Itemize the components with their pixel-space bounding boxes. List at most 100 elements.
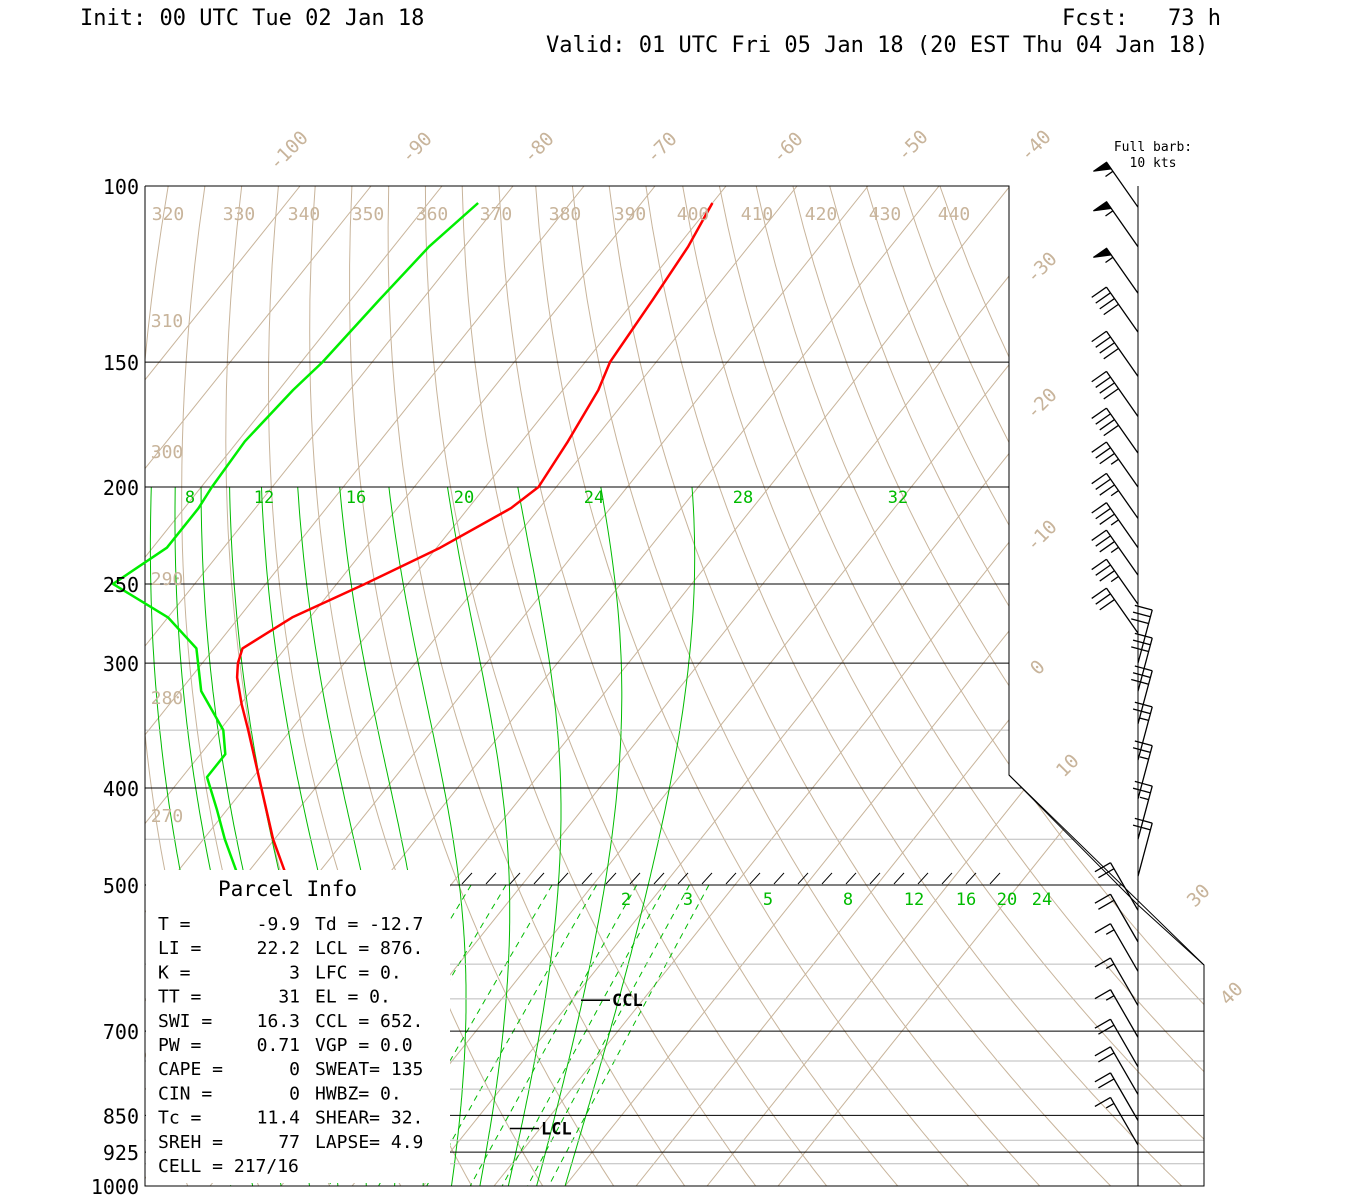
- parcel-info-value: 22.2: [257, 938, 300, 959]
- lcl-label: LCL: [541, 1120, 572, 1140]
- mixing-ratio-label: 5: [763, 890, 773, 910]
- wind-barb: [1091, 472, 1139, 519]
- isotherm-label: 0: [1026, 656, 1050, 680]
- wind-barb: [1094, 989, 1139, 1038]
- wind-barb: [1132, 701, 1153, 761]
- theta-label: 280: [151, 688, 184, 709]
- wind-barb: [1094, 893, 1139, 943]
- theta-label: 360: [416, 204, 449, 225]
- mixing-ratio-line: [328, 884, 507, 1186]
- theta-label: 300: [151, 442, 184, 463]
- pressure-tick-label: 925: [103, 1141, 139, 1165]
- parcel-info-right: LAPSE= 4.9: [315, 1132, 423, 1153]
- parcel-info-value: -9.9: [257, 914, 300, 935]
- isotherm-line: [422, 186, 1204, 1186]
- valid-text: Valid: 01 UTC Fri 05 Jan 18 (20 EST Thu …: [546, 33, 1208, 58]
- level-hatch: [677, 872, 689, 885]
- isotherm-label: 10: [1052, 750, 1084, 782]
- parcel-info-key: PW =: [158, 1035, 202, 1056]
- wind-barb: [1094, 923, 1139, 972]
- parcel-info-key: Tc =: [158, 1108, 202, 1129]
- mixing-ratio-label: 12: [904, 890, 924, 910]
- isotherm-label: -10: [1022, 516, 1062, 556]
- parcel-info-value: 0: [289, 1059, 300, 1080]
- level-hatch: [725, 872, 737, 885]
- pressure-tick-label: 700: [103, 1020, 139, 1044]
- wind-barb: [1094, 1096, 1139, 1146]
- isotherm-label: -60: [768, 128, 808, 168]
- mixing-ratio-label: 8: [843, 890, 853, 910]
- mixing-ratio-label: 2: [621, 890, 631, 910]
- parcel-info-right: LCL = 876.: [315, 938, 423, 959]
- dry-adiabat: [902, 186, 1204, 1186]
- pressure-tick-label: 150: [103, 351, 139, 375]
- theta-label: 430: [869, 204, 902, 225]
- barb-legend-line1: Full barb:: [1114, 140, 1192, 155]
- level-hatch: [869, 872, 881, 885]
- theta-label: 310: [151, 311, 184, 332]
- parcel-info-key: SREH =: [158, 1132, 223, 1153]
- theta-label: 350: [352, 204, 385, 225]
- dry-adiabat: [792, 186, 1204, 1186]
- dry-adiabat: [461, 186, 828, 1186]
- level-hatch: [509, 872, 521, 885]
- isotherm-line: [145, 186, 514, 1186]
- wind-barb: [1091, 587, 1139, 634]
- wind-barb: [1131, 604, 1153, 664]
- pressure-tick-label: 400: [103, 777, 139, 801]
- theta-label: 440: [938, 204, 971, 225]
- wind-barb: [1091, 558, 1139, 605]
- pressure-tick-label: 500: [103, 874, 139, 898]
- level-hatch: [941, 872, 953, 885]
- dry-adiabat: [682, 186, 1204, 1186]
- init-text: Init: 00 UTC Tue 02 Jan 18: [80, 6, 424, 31]
- barb-legend-line2: 10 kts: [1130, 156, 1177, 171]
- parcel-info-right: HWBZ= 0.: [315, 1083, 402, 1104]
- level-hatch: [749, 872, 761, 885]
- isotherm-line: [145, 186, 301, 1186]
- isotherm-line: [493, 186, 1204, 1186]
- parcel-info-right: VGP = 0.0: [315, 1035, 413, 1056]
- mixing-ratio-label: 16: [346, 488, 366, 508]
- parcel-info-key: TT =: [158, 987, 202, 1008]
- level-hatch: [557, 872, 569, 885]
- level-hatch: [533, 872, 545, 885]
- dry-adiabat: [829, 186, 1204, 1186]
- parcel-info-right: LFC = 0.: [315, 962, 402, 983]
- level-hatch: [461, 872, 473, 885]
- dry-adiabat: [645, 186, 1183, 1186]
- parcel-info-key: LI =: [158, 938, 202, 959]
- level-hatch: [845, 872, 857, 885]
- parcel-info-key: SWI =: [158, 1011, 212, 1032]
- level-hatch: [653, 872, 665, 885]
- mixing-ratio-label: 8: [185, 488, 195, 508]
- moist-adiabat: [536, 486, 623, 1186]
- wind-barb: [1094, 957, 1139, 1006]
- fcst-text: Fcst: 73 h: [1062, 6, 1221, 31]
- wind-barb: [1091, 330, 1139, 377]
- isotherm-line: [145, 186, 372, 1186]
- wind-barbs: [1091, 161, 1153, 1186]
- level-hatch: [485, 872, 497, 885]
- parcel-info-value: 31: [278, 987, 300, 1008]
- parcel-info-box: Parcel Info T = -9.9 Td = -12.7 LI = 22.2 LCL…: [146, 870, 450, 1183]
- wind-barb: [1093, 247, 1139, 294]
- dry-adiabat: [718, 186, 1204, 1186]
- isotherm-label: -80: [519, 128, 559, 168]
- theta-label: 320: [152, 204, 185, 225]
- wind-barb: [1091, 407, 1139, 454]
- parcel-info-key: CIN =: [158, 1083, 212, 1104]
- mixing-ratio-label: 28: [733, 488, 753, 508]
- isotherm-line: [777, 186, 1204, 1186]
- parcel-info-rows: T = -9.9 Td = -12.7LI = 22.2 LCL = 876.K = 3 L…: [158, 914, 423, 1177]
- wind-barb: [1094, 1046, 1139, 1095]
- parcel-info-value: 16.3: [257, 1011, 300, 1032]
- theta-label: 380: [549, 204, 582, 225]
- mixing-ratio-label: 24: [584, 488, 604, 508]
- parcel-info-right: EL = 0.: [315, 987, 391, 1008]
- parcel-info-value: 0.71: [257, 1035, 300, 1056]
- wind-barb: [1091, 529, 1139, 576]
- wind-barb: [1091, 370, 1139, 417]
- ccl-label: CCL: [612, 991, 643, 1011]
